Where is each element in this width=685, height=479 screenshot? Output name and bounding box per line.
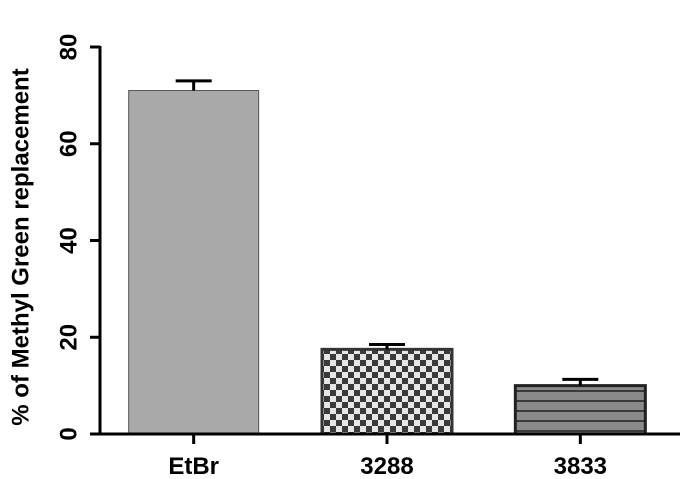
y-tick-label: 20 bbox=[55, 324, 82, 351]
x-category-label: 3288 bbox=[360, 453, 413, 479]
y-axis-ticks: 0 20 40 60 80 bbox=[55, 34, 100, 441]
bars bbox=[128, 90, 647, 436]
x-axis-category-labels: EtBr 3288 3833 bbox=[168, 434, 607, 479]
y-tick-label: 80 bbox=[55, 34, 82, 61]
bar-etbr bbox=[128, 90, 260, 435]
x-category-label: EtBr bbox=[168, 453, 219, 479]
bar-3288 bbox=[320, 347, 454, 436]
bar-3833 bbox=[513, 384, 647, 436]
y-tick-label: 0 bbox=[55, 427, 82, 440]
x-category-label: 3833 bbox=[554, 453, 607, 479]
y-tick-label: 60 bbox=[55, 130, 82, 157]
y-tick-label: 40 bbox=[55, 227, 82, 254]
error-bars bbox=[175, 79, 599, 386]
y-axis-label: % of Methyl Green replacement bbox=[7, 68, 34, 425]
